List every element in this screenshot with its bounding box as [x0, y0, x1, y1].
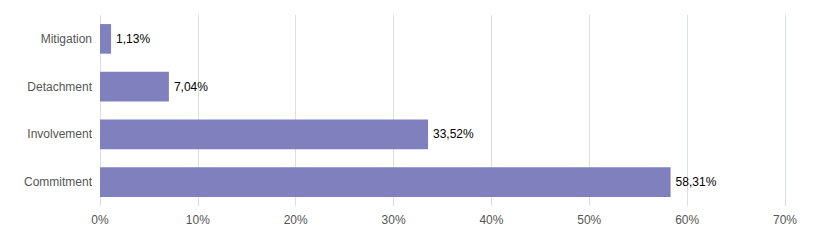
svg-text:20%: 20%: [284, 213, 308, 227]
svg-text:10%: 10%: [186, 213, 210, 227]
svg-text:Mitigation: Mitigation: [41, 32, 92, 46]
svg-text:58,31%: 58,31%: [676, 175, 717, 189]
svg-text:Detachment: Detachment: [27, 80, 92, 94]
svg-text:33,52%: 33,52%: [433, 127, 474, 141]
svg-text:Commitment: Commitment: [24, 175, 93, 189]
svg-text:0%: 0%: [91, 213, 109, 227]
svg-text:7,04%: 7,04%: [174, 80, 208, 94]
svg-text:Involvement: Involvement: [27, 127, 92, 141]
svg-text:70%: 70%: [773, 213, 797, 227]
svg-text:40%: 40%: [479, 213, 503, 227]
svg-text:1,13%: 1,13%: [116, 32, 150, 46]
svg-text:50%: 50%: [577, 213, 601, 227]
svg-text:30%: 30%: [382, 213, 406, 227]
svg-text:60%: 60%: [675, 213, 699, 227]
